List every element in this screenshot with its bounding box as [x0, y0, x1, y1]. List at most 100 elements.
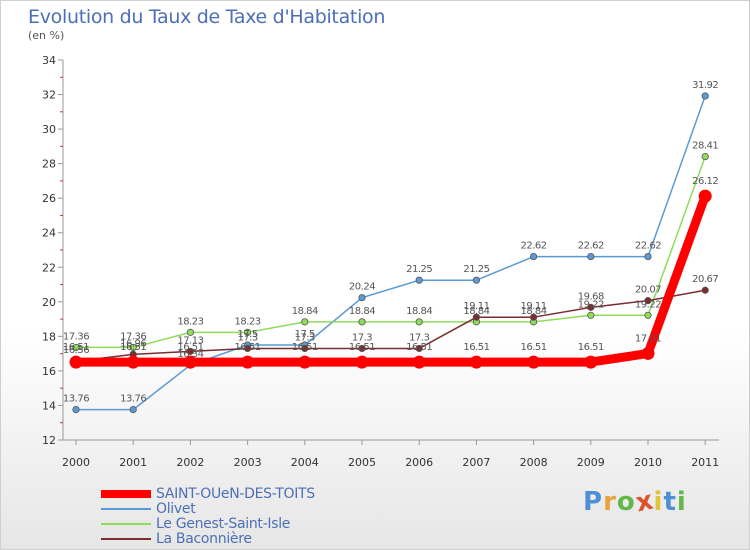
- logo-letter: o: [616, 487, 636, 517]
- series-point-1: [701, 92, 709, 100]
- data-label-0: 16.51: [521, 342, 547, 353]
- y-tick-label: 16: [42, 365, 56, 378]
- data-label-3: 17.3: [409, 332, 429, 343]
- proxiti-logo: Proxiti: [583, 485, 687, 518]
- data-label-2: 18.84: [349, 306, 375, 317]
- y-tick-label: 24: [42, 227, 56, 240]
- series-points: [69, 92, 712, 414]
- data-label-0: 16.51: [120, 342, 146, 353]
- data-label-0: 16.51: [578, 342, 604, 353]
- chart-title: Evolution du Taux de Taxe d'Habitation: [28, 6, 386, 28]
- series-point-0: [355, 355, 369, 369]
- y-tick-label: 28: [42, 158, 56, 171]
- y-tick-label: 30: [42, 123, 56, 136]
- data-label-1: 21.25: [406, 264, 432, 275]
- x-tick-label: 2000: [62, 456, 90, 469]
- data-label-2: 18.84: [406, 306, 432, 317]
- series-point-0: [527, 355, 541, 369]
- series-point-2: [72, 343, 80, 352]
- x-tick-label: 2005: [348, 456, 376, 469]
- data-label-0: 16.51: [349, 342, 375, 353]
- data-label-1: 21.25: [463, 264, 489, 275]
- data-label-3: 16.96: [120, 338, 146, 349]
- series-point-0: [241, 355, 255, 369]
- data-label-0: 16.51: [235, 342, 261, 353]
- legend-swatch: [101, 508, 151, 510]
- data-label-2: 28.41: [692, 141, 718, 152]
- legend: SAINT-OUeN-DES-TOITS Olivet Le Genest-Sain…: [101, 486, 401, 547]
- data-label-1: 17.5: [237, 329, 257, 340]
- series-point-3: [415, 344, 423, 353]
- data-label-3: 17.13: [177, 335, 203, 346]
- data-label-2: 19.22: [635, 299, 661, 310]
- series-point-1: [129, 405, 137, 414]
- data-label-2: 17.36: [120, 331, 146, 342]
- series-point-2: [415, 318, 423, 326]
- series-point-3: [358, 344, 366, 353]
- series-labels: 13.76 13.76 16.34 17.5 17.5 20.24 21.25 21.25 22…: [63, 80, 719, 405]
- data-label-1: 31.92: [692, 80, 718, 91]
- data-label-2: 17.36: [63, 331, 89, 342]
- series-point-1: [72, 405, 80, 414]
- series-line-1: [75, 95, 706, 411]
- data-label-2: 18.84: [463, 306, 489, 317]
- series-point-3: [587, 303, 595, 311]
- logo-letter: t: [663, 487, 677, 517]
- data-label-0: 16.51: [177, 342, 203, 353]
- y-tick-label: 32: [42, 89, 56, 102]
- x-tick-label: 2011: [691, 456, 719, 469]
- series-point-2: [186, 328, 194, 336]
- y-axis-unit: (en %): [28, 29, 65, 42]
- series-point-1: [415, 276, 423, 284]
- legend-item: La Baconnière: [101, 531, 401, 547]
- legend-item: Olivet: [101, 501, 401, 517]
- series-point-3: [301, 344, 309, 353]
- legend-item: Le Genest-Saint-Isle: [101, 516, 401, 532]
- legend-label: Olivet: [156, 501, 196, 517]
- data-label-3: 19.11: [521, 301, 547, 312]
- series-point-0: [298, 355, 312, 369]
- series-point-2: [301, 318, 309, 326]
- data-label-2: 18.84: [292, 306, 318, 317]
- legend-swatch: [101, 490, 151, 498]
- data-label-0: 26.12: [692, 176, 718, 187]
- series-point-1: [587, 252, 595, 261]
- y-tick-label: 34: [42, 54, 56, 67]
- data-label-0: 16.51: [463, 342, 489, 353]
- x-tick-label: 2001: [119, 456, 147, 469]
- series-point-2: [129, 343, 137, 352]
- y-tick-label: 20: [42, 296, 56, 309]
- legend-label: La Baconnière: [156, 531, 252, 547]
- logo-letter: i: [676, 487, 687, 517]
- data-label-2: 19.22: [578, 299, 604, 310]
- series-point-0: [126, 355, 140, 369]
- series-point-2: [244, 328, 252, 336]
- legend-label: Le Genest-Saint-Isle: [156, 516, 291, 532]
- series-lines: [71, 95, 710, 411]
- y-tick-label: 12: [42, 434, 56, 447]
- data-label-3: 19.11: [463, 301, 489, 312]
- series-point-3: [472, 313, 480, 321]
- data-label-3: 17.3: [352, 332, 372, 343]
- data-label-2: 18.84: [521, 306, 547, 317]
- series-point-3: [701, 286, 709, 294]
- logo-letter: i: [653, 487, 664, 517]
- series-line-0: [71, 191, 710, 367]
- y-tick-label: 14: [42, 399, 56, 412]
- series-point-0: [641, 346, 655, 360]
- series-point-3: [529, 313, 538, 321]
- series-point-1: [644, 252, 652, 261]
- y-tick-label: 22: [42, 261, 56, 274]
- y-tick-label: 26: [42, 192, 56, 205]
- series-point-3: [244, 344, 252, 353]
- x-tick-label: 2010: [634, 456, 662, 469]
- data-label-3: 17.3: [237, 332, 257, 343]
- series-point-1: [472, 276, 480, 284]
- series-point-0: [183, 355, 197, 369]
- legend-swatch: [101, 523, 151, 525]
- data-label-3: 20.67: [692, 274, 718, 285]
- x-tick-label: 2008: [520, 456, 548, 469]
- data-label-2: 18.23: [177, 316, 203, 327]
- legend-swatch: [101, 538, 151, 540]
